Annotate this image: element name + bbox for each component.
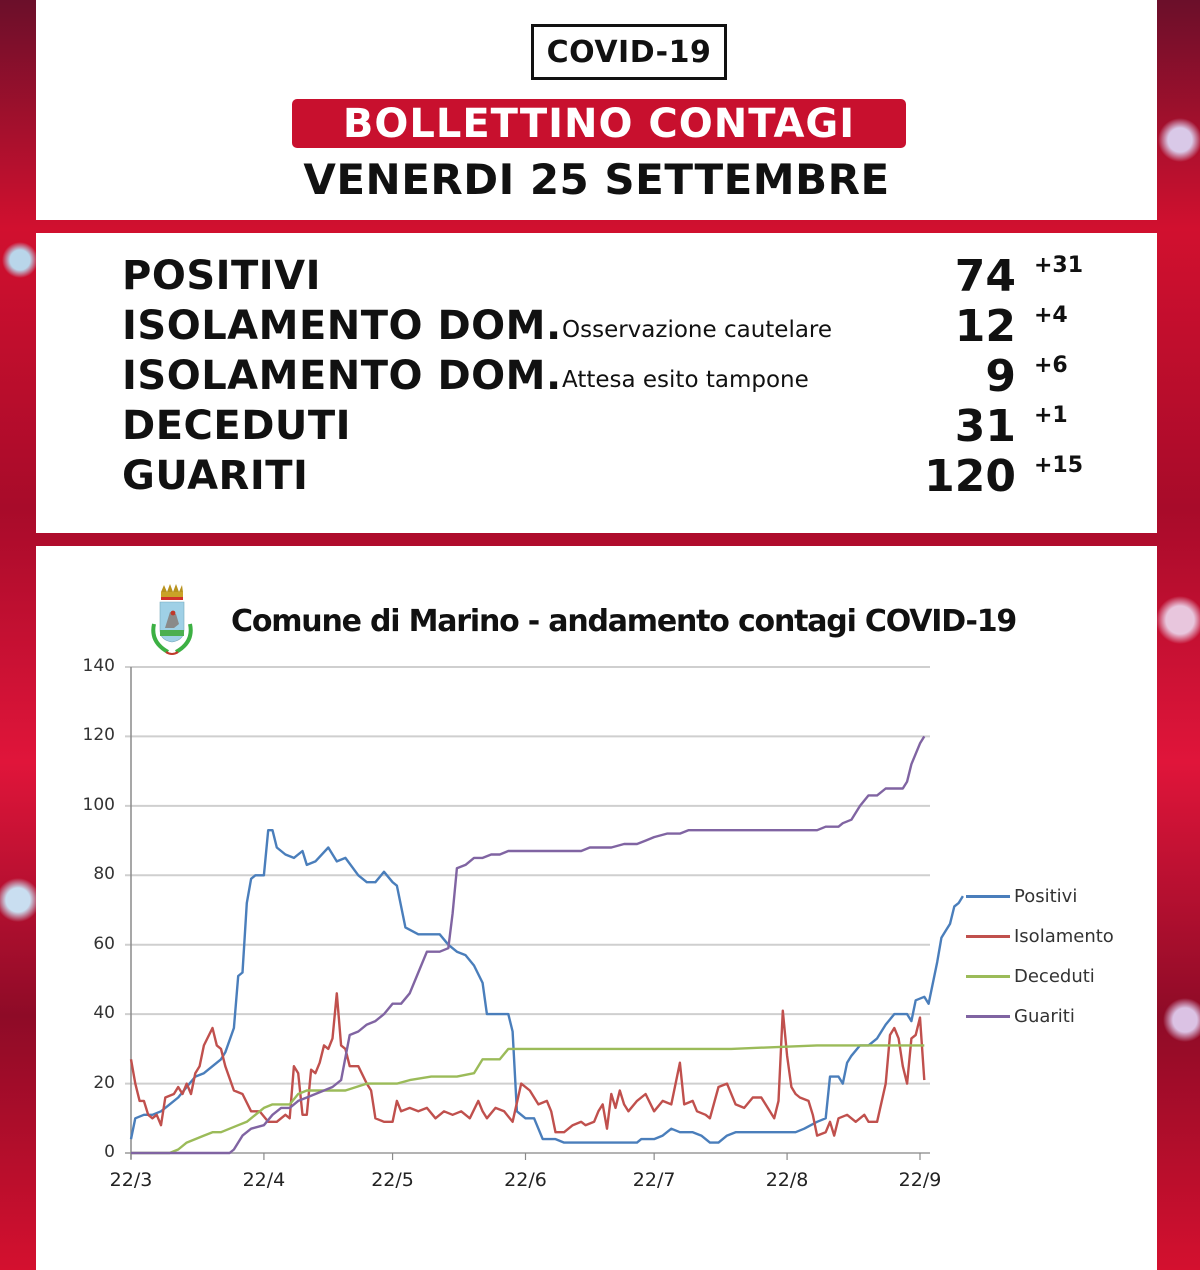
legend-item-positivi: Positivi [966, 876, 1114, 916]
stat-value: 74 [954, 251, 1016, 302]
legend-swatch [966, 1014, 1010, 1018]
legend-swatch [966, 894, 1010, 898]
y-tick-label: 60 [93, 933, 115, 954]
x-tick-label: 22/5 [371, 1169, 414, 1191]
y-tick-label: 0 [104, 1142, 115, 1162]
coat-of-arms-icon [151, 584, 193, 655]
stat-sublabel: Attesa esito tampone [562, 367, 809, 393]
stat-sublabel: Osservazione cautelare [562, 317, 833, 343]
stat-row-guariti: GUARITI 120 +15 [122, 451, 1122, 502]
x-tick-label: 22/6 [504, 1169, 547, 1191]
y-tick-label: 80 [93, 864, 115, 885]
legend-label: Deceduti [1014, 965, 1095, 987]
y-tick-label: 140 [82, 656, 115, 676]
y-tick-label: 100 [82, 794, 115, 815]
x-tick-label: 22/3 [109, 1169, 153, 1191]
legend-label: Guariti [1014, 1005, 1075, 1027]
stat-delta: +4 [1034, 303, 1068, 328]
chart-legend: Positivi Isolamento Deceduti Guariti [966, 876, 1114, 1036]
stat-label: GUARITI [122, 453, 309, 499]
stats-panel: POSITIVI 74 +31 ISOLAMENTO DOM. Osservaz… [36, 233, 1157, 533]
x-tick-label: 22/4 [242, 1169, 286, 1191]
header-panel: COVID-19 BOLLETTINO CONTAGI VENERDI 25 S… [36, 0, 1157, 220]
legend-item-guariti: Guariti [966, 996, 1114, 1036]
chart-title: Comune di Marino - andamento contagi COV… [231, 604, 1017, 639]
stat-delta: +31 [1034, 253, 1084, 278]
stat-label: ISOLAMENTO DOM. [122, 303, 562, 349]
stat-delta: +1 [1034, 403, 1068, 428]
x-tick-label: 22/7 [632, 1169, 676, 1191]
legend-item-isolamento: Isolamento [966, 916, 1114, 956]
legend-swatch [966, 934, 1010, 938]
stat-label: POSITIVI [122, 253, 322, 299]
x-tick-label: 22/8 [765, 1169, 809, 1191]
stat-label: ISOLAMENTO DOM. [122, 353, 562, 399]
bulletin-date: VENERDI 25 SETTEMBRE [303, 155, 890, 204]
y-tick-label: 40 [93, 1003, 115, 1024]
stat-row-isolamento-attesa: ISOLAMENTO DOM. Attesa esito tampone 9 +… [122, 351, 1122, 402]
stat-value: 120 [924, 451, 1016, 502]
stat-delta: +6 [1034, 353, 1068, 378]
series-line-guariti [131, 735, 926, 1155]
covid-badge: COVID-19 [531, 24, 727, 80]
series-line-positivi [129, 829, 964, 1144]
stat-value: 9 [985, 351, 1016, 402]
y-tick-label: 120 [82, 725, 115, 746]
chart-panel: Comune di Marino - andamento contagi COV… [36, 546, 1157, 1270]
x-tick-label: 22/9 [898, 1169, 942, 1191]
stat-row-isolamento-osservazione: ISOLAMENTO DOM. Osservazione cautelare 1… [122, 301, 1122, 352]
legend-label: Positivi [1014, 885, 1078, 907]
y-tick-label: 20 [93, 1072, 115, 1093]
legend-swatch [966, 974, 1010, 978]
series-line-isolamento [129, 992, 926, 1137]
series-line-deceduti [131, 1044, 925, 1155]
line-chart [125, 666, 964, 1160]
stat-delta: +15 [1034, 453, 1084, 478]
legend-label: Isolamento [1014, 925, 1114, 947]
bulletin-banner: BOLLETTINO CONTAGI [292, 99, 906, 148]
legend-item-deceduti: Deceduti [966, 956, 1114, 996]
stat-value: 31 [954, 401, 1016, 452]
stat-row-positivi: POSITIVI 74 +31 [122, 251, 1122, 302]
stat-label: DECEDUTI [122, 403, 352, 449]
stat-value: 12 [954, 301, 1016, 352]
stat-row-deceduti: DECEDUTI 31 +1 [122, 401, 1122, 452]
